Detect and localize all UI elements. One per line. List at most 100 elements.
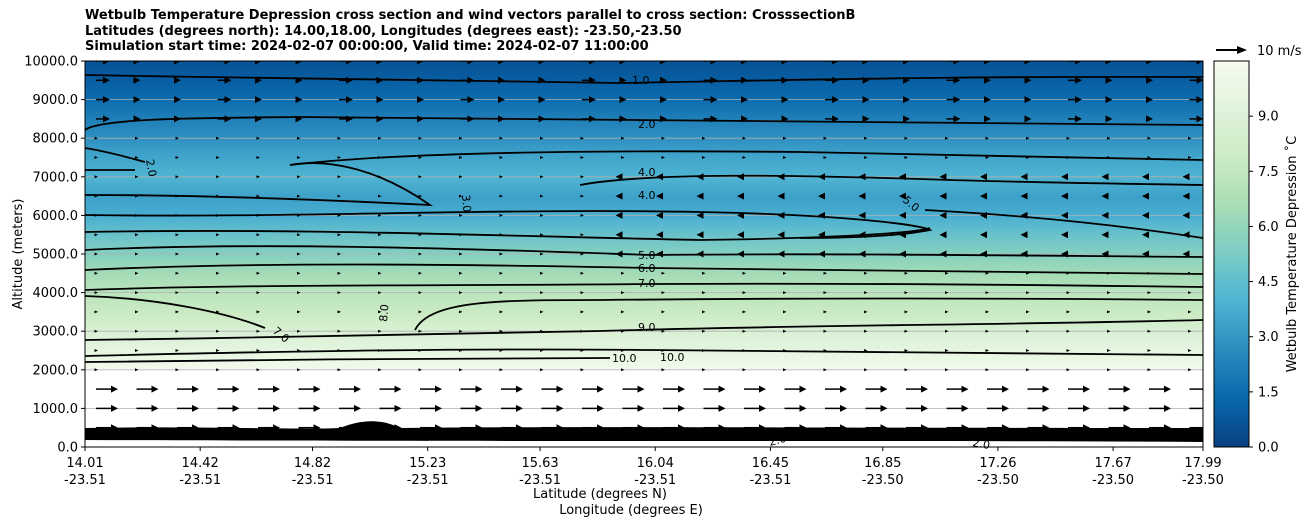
wind-arrow-head: [216, 194, 220, 198]
y-tick-label: 9000.0: [33, 93, 79, 108]
wind-arrow-head: [459, 194, 463, 198]
wind-arrow-head: [540, 156, 544, 159]
wind-arrow-head: [1024, 76, 1032, 84]
wind-arrow-head: [718, 404, 726, 412]
wind-arrow-head: [216, 213, 220, 217]
wind-arrow-head: [135, 329, 139, 333]
wind-arrow-head: [702, 156, 706, 159]
wind-arrow-head: [297, 368, 301, 372]
wind-arrow-head: [945, 368, 949, 372]
contour-line-10: [414, 297, 1203, 331]
colorbar-ticks: 0.0 1.5 3.0 4.5 6.0 7.5 9.0: [1249, 110, 1279, 456]
wind-arrow-head: [864, 329, 868, 333]
wind-arrow-head: [111, 404, 118, 412]
wind-arrow-head: [1101, 250, 1109, 258]
wind-arrow-head: [232, 404, 240, 412]
wind-arrow-head: [418, 136, 422, 140]
wind-arrow-head: [174, 61, 181, 65]
contour-line-5b: [85, 227, 931, 241]
contour-label: 10.0: [612, 352, 637, 365]
wind-arrow-head: [953, 115, 961, 123]
wind-arrow-head: [589, 76, 596, 84]
wind-arrow-head: [216, 310, 220, 314]
wind-arrow-head: [777, 250, 785, 258]
wind-arrow-head: [540, 329, 544, 333]
wind-arrow-head: [980, 192, 987, 200]
wind-arrow-head: [256, 136, 260, 140]
wind-arrow-head: [556, 385, 564, 393]
wind-arrow-head: [899, 250, 906, 258]
contour-line-13: [85, 357, 611, 363]
contour-label: 6.0: [638, 262, 656, 275]
wind-arrow-head: [1075, 115, 1082, 123]
wind-arrow-head: [538, 61, 546, 65]
title-line-2: Latitudes (degrees north): 14.00,18.00, …: [85, 23, 682, 39]
wind-arrow-head: [899, 173, 906, 181]
wind-arrow-head: [475, 404, 483, 412]
wind-arrow-head: [980, 231, 987, 239]
wind-arrow-head: [1146, 115, 1153, 123]
x-tick-label-lon: -23.51: [519, 473, 561, 488]
wind-arrow-head: [94, 136, 98, 140]
wind-arrow-head: [1182, 211, 1190, 219]
wind-arrow-head: [499, 233, 503, 237]
x-tick-label-lat: 16.04: [637, 456, 674, 471]
wind-arrow-head: [337, 291, 341, 295]
wind-arrow-head: [945, 310, 949, 314]
title-line-3: Simulation start time: 2024-02-07 00:00:…: [85, 39, 649, 54]
wind-arrow-head: [1066, 291, 1070, 295]
wind-arrow-head: [540, 368, 544, 372]
y-tick-label: 2000.0: [33, 363, 79, 378]
wind-arrow-head: [337, 233, 341, 237]
wind-arrow-head: [661, 291, 665, 295]
quiver-key-arrowhead: [1237, 46, 1247, 54]
wind-arrow-head: [678, 404, 685, 412]
wind-arrow-head: [459, 136, 463, 140]
wind-arrow-head: [111, 424, 118, 432]
wind-arrow-head: [984, 96, 991, 104]
wind-arrow-head: [216, 271, 220, 275]
x-tick-label-lat: 16.85: [864, 456, 901, 471]
wind-arrow-head: [133, 96, 141, 104]
wind-arrow-head: [313, 385, 321, 393]
wind-arrow-head: [656, 173, 663, 181]
wind-arrow-head: [346, 115, 353, 123]
wind-arrow-head: [656, 211, 663, 219]
wind-arrow-head: [1066, 349, 1070, 352]
wind-arrow-head: [499, 368, 503, 372]
wind-arrow-head: [459, 368, 463, 372]
wind-arrow-head: [418, 194, 422, 198]
wind-arrow-head: [1182, 173, 1190, 181]
wind-arrow-head: [135, 310, 139, 314]
wind-arrow-head: [378, 291, 382, 295]
wind-arrow-head: [904, 310, 908, 314]
contour-label: 2.0: [767, 432, 787, 449]
wind-arrow-head: [135, 349, 139, 352]
x-axis: 14.01 -23.51 14.42 -23.51 14.82 -23.51 15.23 -2…: [64, 447, 1224, 488]
wind-arrow-head: [297, 156, 301, 159]
contour-line-6: [85, 245, 1203, 258]
wind-arrow-head: [1142, 173, 1149, 181]
wind-arrow-head: [840, 385, 847, 393]
wind-arrow-head: [1146, 61, 1153, 65]
wind-arrow-head: [710, 115, 718, 123]
wind-arrow-head: [94, 213, 98, 217]
wind-arrow-head: [1164, 385, 1171, 393]
wind-arrow-head: [346, 61, 353, 65]
x-tick-label-lat: 14.42: [182, 456, 219, 471]
wind-arrow-head: [540, 252, 544, 256]
wind-arrow-head: [904, 329, 908, 333]
contour-label: 5.0: [638, 249, 656, 262]
wind-arrow-head: [985, 291, 989, 295]
wind-arrow-head: [741, 61, 748, 65]
wind-arrow-head: [467, 76, 475, 84]
wind-arrow-head: [435, 404, 442, 412]
wind-arrow-head: [151, 385, 159, 393]
wind-arrow-head: [216, 368, 220, 372]
wind-arrow-head: [921, 404, 928, 412]
wind-arrow-head: [904, 271, 908, 275]
wind-arrow-head: [899, 192, 906, 200]
wind-arrow-head: [823, 329, 827, 333]
wind-arrow-head: [702, 136, 706, 140]
wind-arrow-head: [702, 368, 706, 372]
